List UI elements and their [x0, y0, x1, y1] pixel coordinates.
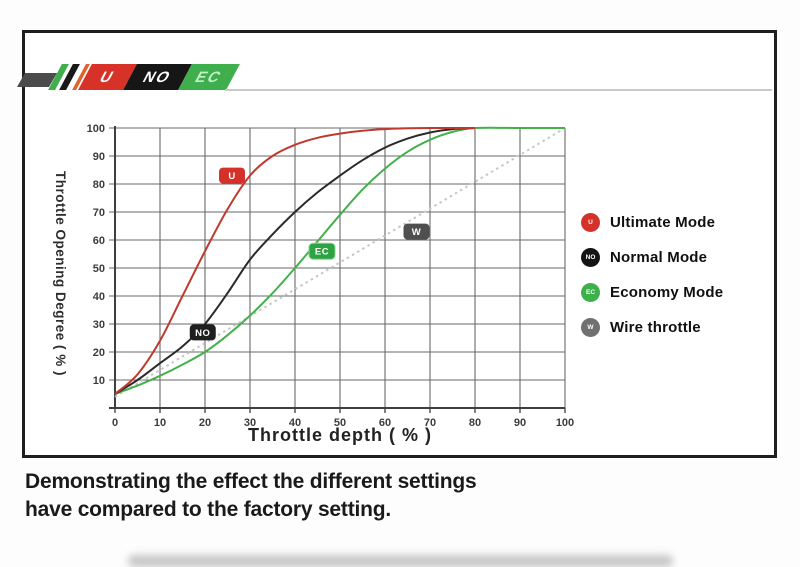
svg-text:W: W — [412, 227, 421, 238]
badge-no: NO — [189, 324, 216, 341]
svg-text:U: U — [228, 171, 235, 182]
svg-text:NO: NO — [195, 328, 210, 339]
y-axis-title: Throttle Opening Degree ( % ) — [53, 170, 68, 376]
cropped-content-blur — [128, 555, 673, 567]
svg-text:EC: EC — [315, 247, 329, 258]
badge-w: W — [403, 223, 430, 240]
x-axis-title: Throttle depth ( % ) — [248, 425, 432, 445]
curve-ec — [114, 126, 565, 395]
y-tick-label: 30 — [93, 319, 105, 331]
legend-label: Wire throttle — [610, 319, 701, 336]
x-tick-label: 20 — [199, 417, 211, 429]
caption-line-2: have compared to the factory setting. — [25, 497, 392, 521]
chart-legend: U Ultimate Mode NO Normal Mode EC Economy Mod… — [581, 213, 723, 353]
legend-item-u: U Ultimate Mode — [581, 213, 723, 232]
legend-item-no: NO Normal Mode — [581, 248, 723, 267]
curve-no — [114, 127, 476, 395]
legend-item-ec: EC Economy Mode — [581, 283, 723, 302]
mode-ribbon: U NO EC — [16, 33, 774, 93]
legend-label: Economy Mode — [610, 284, 724, 301]
y-tick-label: 100 — [87, 123, 105, 135]
legend-label: Ultimate Mode — [610, 214, 716, 231]
x-tick-label: 50 — [334, 417, 346, 429]
caption: Demonstrating the effect the different s… — [25, 468, 545, 524]
badge-ec: EC — [308, 242, 336, 260]
legend-ec-dot-icon: EC — [581, 283, 600, 302]
x-tick-label: 60 — [379, 417, 391, 429]
caption-line-1: Demonstrating the effect the different s… — [25, 470, 477, 493]
x-tick-label: 70 — [424, 417, 436, 429]
y-tick-label: 50 — [93, 263, 105, 275]
ribbon-rule-line — [225, 89, 772, 91]
y-tick-label: 80 — [93, 179, 105, 191]
x-tick-label: 100 — [556, 417, 574, 429]
throttle-response-chart: 0 10 20 30 40 50 60 70 80 90 100 10 20 30 40 50 60 70 80 90… — [87, 123, 575, 429]
legend-label: Normal Mode — [610, 249, 708, 266]
y-tick-label: 40 — [93, 291, 105, 303]
y-tick-label: 90 — [93, 151, 105, 163]
x-tick-label: 40 — [289, 417, 301, 429]
y-tick-label: 10 — [93, 375, 105, 387]
legend-no-dot-icon: NO — [581, 248, 600, 267]
x-tick-label: 80 — [469, 417, 481, 429]
x-tick-label: 90 — [514, 417, 526, 429]
x-tick-label: 10 — [154, 417, 166, 429]
y-tick-label: 60 — [93, 235, 105, 247]
y-tick-label: 20 — [93, 347, 105, 359]
legend-u-dot-icon: U — [581, 213, 600, 232]
chart-frame: U NO EC 0 10 20 30 40 50 60 70 80 90 100 10 20 30 40 50… — [16, 30, 777, 458]
badge-u: U — [219, 167, 245, 184]
x-tick-label: 30 — [244, 417, 256, 429]
x-tick-label: 0 — [112, 417, 118, 429]
y-tick-label: 70 — [93, 207, 105, 219]
curve-u — [114, 127, 475, 395]
legend-w-dot-icon: W — [581, 318, 600, 337]
legend-item-w: W Wire throttle — [581, 318, 723, 337]
